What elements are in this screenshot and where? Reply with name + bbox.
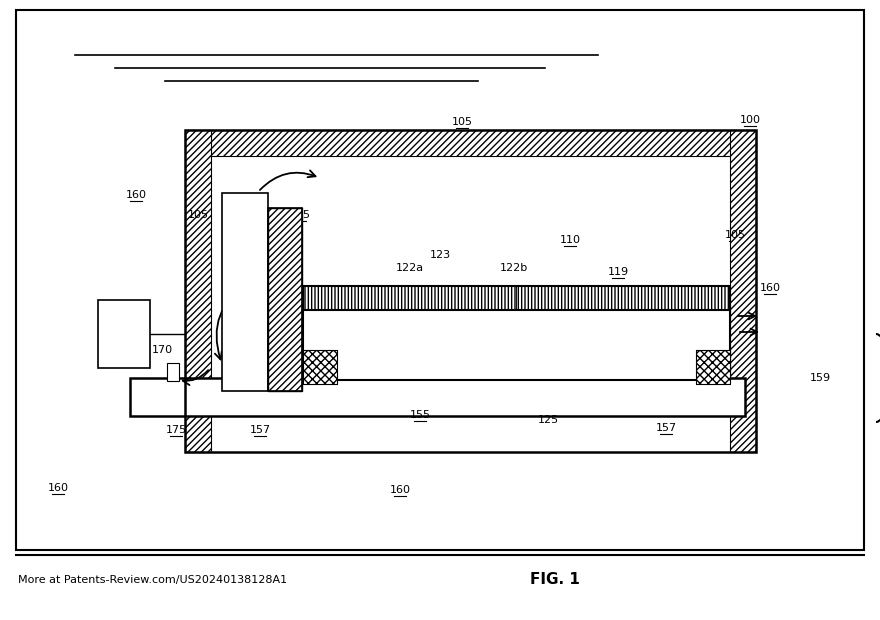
Text: 160: 160 bbox=[48, 483, 69, 493]
Text: 150: 150 bbox=[508, 355, 529, 365]
Bar bbox=[696, 350, 730, 384]
Bar bbox=[696, 350, 730, 384]
Text: 139: 139 bbox=[706, 291, 727, 301]
Bar bbox=[730, 130, 756, 452]
Text: 119: 119 bbox=[607, 267, 628, 277]
Bar bbox=[303, 350, 337, 384]
Text: 157: 157 bbox=[656, 423, 677, 433]
Bar bbox=[303, 286, 516, 310]
Text: 123: 123 bbox=[429, 250, 451, 260]
Bar bbox=[130, 378, 745, 416]
Text: 159: 159 bbox=[810, 373, 831, 383]
Bar bbox=[185, 130, 756, 452]
Bar bbox=[185, 130, 211, 452]
Bar bbox=[268, 208, 302, 391]
Bar bbox=[516, 286, 730, 310]
Bar bbox=[16, 10, 864, 550]
Bar bbox=[303, 286, 730, 310]
Text: 122b: 122b bbox=[500, 263, 528, 273]
Text: 105: 105 bbox=[724, 230, 745, 240]
Text: 121: 121 bbox=[341, 325, 363, 335]
Text: 160: 160 bbox=[759, 283, 781, 293]
Text: 115: 115 bbox=[239, 305, 260, 315]
Text: 130: 130 bbox=[114, 325, 135, 335]
Bar bbox=[268, 208, 302, 391]
Bar bbox=[98, 300, 150, 368]
Text: 110: 110 bbox=[560, 235, 581, 245]
Bar bbox=[211, 156, 730, 452]
Text: 160: 160 bbox=[390, 485, 410, 495]
Text: 175: 175 bbox=[165, 425, 187, 435]
Text: 170: 170 bbox=[151, 345, 172, 355]
Bar bbox=[222, 193, 268, 391]
Text: 137: 137 bbox=[237, 291, 258, 301]
Bar bbox=[167, 363, 179, 381]
Text: 125: 125 bbox=[538, 415, 559, 425]
Bar bbox=[303, 350, 337, 384]
Text: 122a: 122a bbox=[396, 263, 424, 273]
Text: 100: 100 bbox=[739, 115, 760, 125]
Bar bbox=[303, 308, 730, 380]
Text: More at Patents-Review.com/US20240138128A1: More at Patents-Review.com/US20240138128… bbox=[18, 575, 287, 585]
Text: 155: 155 bbox=[409, 410, 430, 420]
Text: 105: 105 bbox=[290, 210, 311, 220]
Bar bbox=[185, 130, 756, 156]
Text: 105: 105 bbox=[187, 210, 209, 220]
Text: 157: 157 bbox=[249, 425, 270, 435]
Text: 160: 160 bbox=[126, 190, 146, 200]
Text: FIG. 1: FIG. 1 bbox=[530, 572, 580, 588]
Text: 105: 105 bbox=[451, 117, 473, 127]
